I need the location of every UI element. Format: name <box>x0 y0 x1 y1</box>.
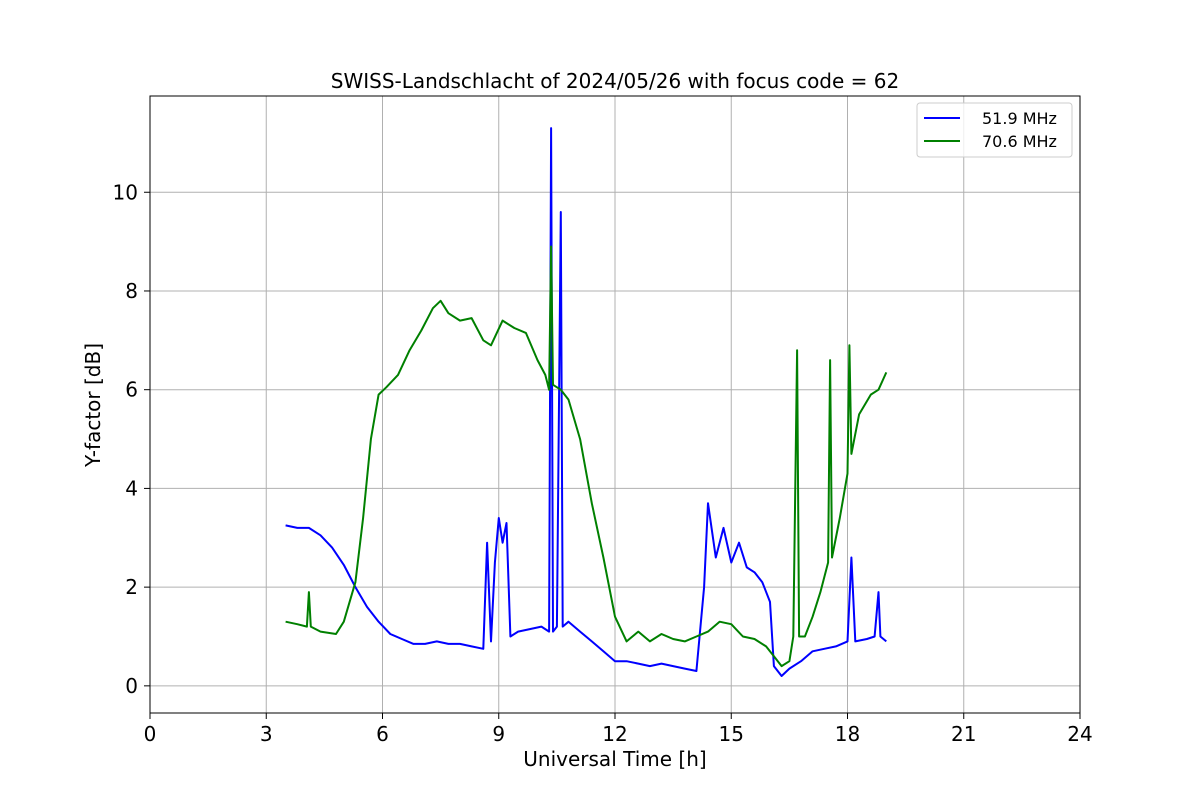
y-axis-label: Y-factor [dB] <box>81 343 105 468</box>
legend-label-70-6-mhz: 70.6 MHz <box>982 132 1057 151</box>
x-tick-label: 6 <box>376 722 389 746</box>
x-tick-label: 18 <box>835 722 860 746</box>
x-axis-label: Universal Time [h] <box>523 747 706 771</box>
series-line-70-6-mhz <box>285 245 888 668</box>
x-tick-label: 12 <box>602 722 627 746</box>
y-tick-label: 6 <box>125 378 138 402</box>
y-axis-ticks: 0 2 4 6 8 10 <box>113 180 150 698</box>
x-tick-label: 24 <box>1067 722 1092 746</box>
x-axis-ticks: 0 3 6 9 12 15 18 21 24 <box>144 713 1093 746</box>
grid <box>149 96 1081 713</box>
x-tick-label: 0 <box>144 722 157 746</box>
x-tick-label: 21 <box>951 722 976 746</box>
x-tick-label: 3 <box>260 722 273 746</box>
y-tick-label: 2 <box>125 575 138 599</box>
y-tick-label: 4 <box>125 476 138 500</box>
y-tick-label: 10 <box>113 180 138 204</box>
series-line-51-9-mhz <box>285 127 887 677</box>
chart-title: SWISS-Landschlacht of 2024/05/26 with fo… <box>331 69 899 93</box>
legend-label-51-9-mhz: 51.9 MHz <box>982 109 1057 128</box>
legend: 51.9 MHz 70.6 MHz <box>916 102 1073 158</box>
x-tick-label: 9 <box>492 722 505 746</box>
y-tick-label: 8 <box>125 279 138 303</box>
x-tick-label: 15 <box>719 722 744 746</box>
legend-box <box>916 102 1073 158</box>
y-tick-label: 0 <box>125 674 138 698</box>
series-lines <box>285 127 888 677</box>
